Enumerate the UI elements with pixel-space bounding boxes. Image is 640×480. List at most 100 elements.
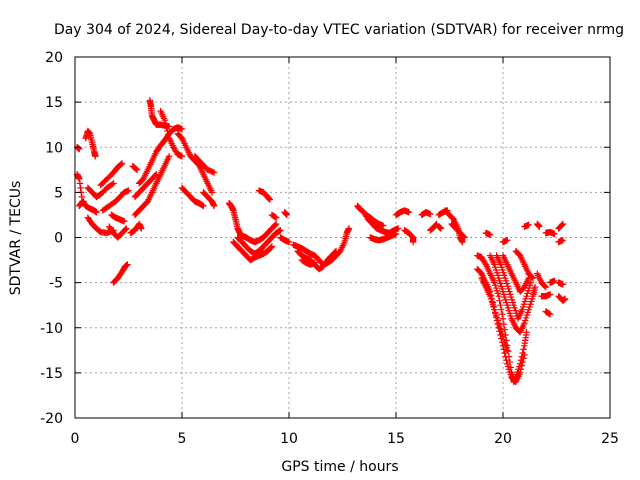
data-point bbox=[161, 116, 169, 124]
data-point bbox=[80, 198, 87, 205]
data-point bbox=[561, 295, 569, 303]
x-tick-label: 20 bbox=[494, 431, 512, 447]
data-point bbox=[200, 202, 207, 210]
y-tick-label: -5 bbox=[49, 276, 63, 292]
data-point bbox=[208, 189, 216, 196]
data-point bbox=[546, 311, 554, 318]
x-tick-label: 25 bbox=[601, 431, 619, 447]
data-point bbox=[152, 172, 159, 179]
data-point bbox=[266, 196, 273, 203]
data-point bbox=[481, 259, 489, 267]
data-point bbox=[551, 277, 558, 285]
data-point bbox=[392, 230, 400, 238]
x-tick-label: 0 bbox=[71, 431, 80, 447]
data-point bbox=[285, 238, 293, 246]
data-point bbox=[500, 320, 508, 328]
data-point bbox=[77, 184, 84, 192]
data-point bbox=[267, 244, 275, 251]
data-point bbox=[118, 160, 126, 167]
data-point bbox=[551, 230, 558, 238]
series-tracks-early bbox=[73, 97, 218, 286]
y-tick-label: 15 bbox=[45, 95, 63, 111]
data-point bbox=[92, 153, 99, 160]
data-point bbox=[332, 248, 339, 256]
data-point bbox=[76, 180, 84, 187]
data-points bbox=[73, 97, 569, 386]
data-point bbox=[409, 238, 417, 246]
data-point bbox=[138, 225, 145, 232]
data-point bbox=[427, 210, 434, 218]
data-point bbox=[178, 153, 186, 160]
data-point bbox=[379, 222, 387, 229]
data-point bbox=[459, 238, 466, 246]
data-point bbox=[110, 180, 117, 187]
data-point bbox=[461, 234, 468, 241]
data-point bbox=[345, 225, 353, 232]
data-point bbox=[558, 221, 566, 229]
data-point bbox=[523, 329, 530, 336]
y-tick-label: 10 bbox=[45, 140, 63, 156]
data-point bbox=[210, 169, 218, 176]
data-point bbox=[559, 237, 567, 244]
data-point bbox=[118, 161, 125, 168]
y-tick-label: 5 bbox=[54, 185, 63, 201]
data-point bbox=[405, 209, 413, 216]
data-point bbox=[504, 348, 512, 355]
data-point bbox=[162, 120, 169, 127]
data-point bbox=[499, 315, 507, 322]
data-point bbox=[109, 181, 116, 188]
data-point bbox=[486, 231, 494, 238]
data-point bbox=[165, 153, 173, 160]
data-point bbox=[504, 237, 511, 244]
data-point bbox=[268, 243, 276, 250]
data-point bbox=[163, 124, 170, 131]
data-point bbox=[536, 223, 543, 230]
data-point bbox=[394, 225, 402, 232]
data-point bbox=[272, 214, 280, 221]
data-point bbox=[125, 187, 132, 194]
data-point bbox=[178, 126, 186, 133]
data-point bbox=[165, 131, 172, 138]
data-point bbox=[123, 225, 130, 232]
data-point bbox=[272, 221, 279, 229]
data-point bbox=[559, 220, 567, 228]
data-point bbox=[520, 346, 527, 353]
data-point bbox=[519, 358, 526, 366]
data-point bbox=[541, 283, 549, 290]
x-tick-label: 10 bbox=[280, 431, 298, 447]
data-point bbox=[133, 166, 141, 174]
data-point bbox=[121, 218, 128, 225]
x-axis-label: GPS time / hours bbox=[281, 459, 398, 475]
chart-title: Day 304 of 2024, Sidereal Day-to-day VTE… bbox=[54, 22, 624, 38]
y-tick-label: 0 bbox=[54, 231, 63, 247]
data-point bbox=[502, 353, 509, 360]
data-point bbox=[542, 283, 549, 291]
data-point bbox=[133, 165, 140, 173]
axis-ticks: 0 5 10 15 20 25 -20 -15 -10 -5 0 5 10 15 20 bbox=[40, 50, 619, 447]
x-tick-label: 15 bbox=[387, 431, 405, 447]
data-point bbox=[518, 362, 526, 369]
series-tracks-midday bbox=[225, 187, 468, 273]
data-point bbox=[272, 220, 280, 228]
y-tick-label: -10 bbox=[40, 321, 63, 337]
data-point bbox=[495, 292, 502, 300]
y-axis-label: SDTVAR / TECUs bbox=[8, 181, 24, 296]
data-point bbox=[164, 127, 171, 135]
data-point bbox=[529, 274, 537, 282]
data-point bbox=[501, 326, 508, 333]
data-point bbox=[521, 351, 528, 359]
y-tick-label: 20 bbox=[45, 50, 63, 66]
data-point bbox=[504, 347, 511, 354]
data-point bbox=[546, 291, 554, 298]
data-point bbox=[93, 209, 100, 216]
grid-layer bbox=[75, 57, 610, 418]
data-point bbox=[497, 301, 504, 309]
y-tick-label: -15 bbox=[40, 366, 63, 382]
data-point bbox=[520, 355, 527, 362]
data-point bbox=[277, 227, 284, 234]
data-point bbox=[496, 297, 503, 304]
data-point bbox=[498, 311, 506, 318]
data-point bbox=[559, 281, 567, 288]
data-point bbox=[153, 171, 160, 178]
